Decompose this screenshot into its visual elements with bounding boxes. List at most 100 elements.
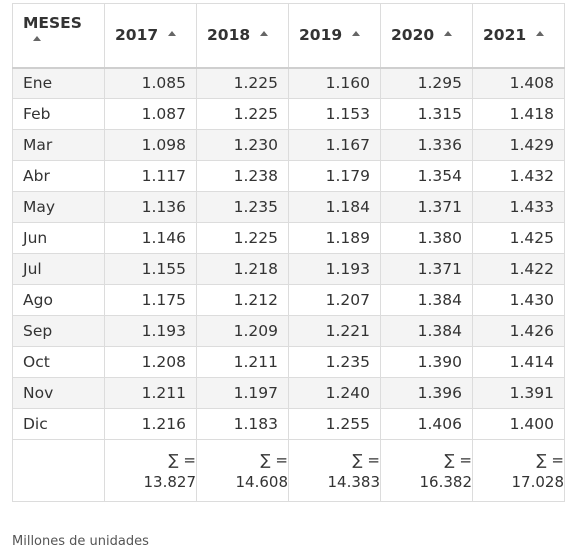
sum-symbol: ∑ = — [260, 450, 288, 469]
column-header-2021[interactable]: 2021 — [472, 3, 565, 69]
value-cell: 1.212 — [196, 284, 289, 316]
value-cell: 1.208 — [104, 346, 197, 378]
month-cell: May — [12, 191, 105, 223]
value-cell: 1.230 — [196, 129, 289, 161]
total-value: 13.827 — [143, 472, 197, 491]
sum-symbol: ∑ = — [168, 450, 196, 469]
totals-empty-cell — [12, 439, 105, 502]
value-cell: 1.371 — [380, 191, 473, 223]
total-cell-2021: ∑ = 17.028 — [472, 439, 565, 502]
sort-ascending-icon[interactable] — [536, 31, 545, 37]
value-cell: 1.418 — [472, 98, 565, 130]
column-header-label: 2018 — [207, 26, 251, 45]
value-cell: 1.207 — [288, 284, 381, 316]
table-row: Mar 1.098 1.230 1.167 1.336 1.429 — [12, 129, 565, 161]
value-cell: 1.371 — [380, 253, 473, 285]
value-cell: 1.235 — [196, 191, 289, 223]
value-cell: 1.167 — [288, 129, 381, 161]
value-cell: 1.422 — [472, 253, 565, 285]
value-cell: 1.153 — [288, 98, 381, 130]
value-cell: 1.406 — [380, 408, 473, 440]
month-cell: Abr — [12, 160, 105, 192]
value-cell: 1.425 — [472, 222, 565, 254]
sort-ascending-icon[interactable] — [168, 31, 177, 37]
value-cell: 1.160 — [288, 67, 381, 99]
table-row: May 1.136 1.235 1.184 1.371 1.433 — [12, 191, 565, 223]
total-value: 16.382 — [419, 472, 473, 491]
sort-ascending-icon[interactable] — [352, 31, 361, 37]
total-value: 17.028 — [511, 472, 565, 491]
sort-ascending-icon[interactable] — [444, 31, 453, 37]
value-cell: 1.390 — [380, 346, 473, 378]
value-cell: 1.193 — [104, 315, 197, 347]
value-cell: 1.432 — [472, 160, 565, 192]
units-note: Millones de unidades — [12, 534, 149, 549]
value-cell: 1.183 — [196, 408, 289, 440]
value-cell: 1.433 — [472, 191, 565, 223]
value-cell: 1.396 — [380, 377, 473, 409]
value-cell: 1.430 — [472, 284, 565, 316]
value-cell: 1.155 — [104, 253, 197, 285]
month-cell: Feb — [12, 98, 105, 130]
sum-symbol: ∑ = — [352, 450, 380, 469]
value-cell: 1.391 — [472, 377, 565, 409]
column-header-label: MESES — [23, 14, 82, 32]
value-cell: 1.189 — [288, 222, 381, 254]
column-header-label: 2019 — [299, 26, 343, 45]
table-row: Sep 1.193 1.209 1.221 1.384 1.426 — [12, 315, 565, 347]
value-cell: 1.221 — [288, 315, 381, 347]
value-cell: 1.117 — [104, 160, 197, 192]
column-header-label: 2017 — [115, 26, 159, 45]
value-cell: 1.315 — [380, 98, 473, 130]
value-cell: 1.429 — [472, 129, 565, 161]
table-row: Feb 1.087 1.225 1.153 1.315 1.418 — [12, 98, 565, 130]
total-cell-2020: ∑ = 16.382 — [380, 439, 473, 502]
month-cell: Dic — [12, 408, 105, 440]
table-row: Nov 1.211 1.197 1.240 1.396 1.391 — [12, 377, 565, 409]
value-cell: 1.184 — [288, 191, 381, 223]
table-row: Jun 1.146 1.225 1.189 1.380 1.425 — [12, 222, 565, 254]
column-header-months[interactable]: MESES — [12, 3, 105, 69]
value-cell: 1.426 — [472, 315, 565, 347]
value-cell: 1.336 — [380, 129, 473, 161]
total-cell-2019: ∑ = 14.383 — [288, 439, 381, 502]
value-cell: 1.235 — [288, 346, 381, 378]
month-cell: Ago — [12, 284, 105, 316]
month-cell: Mar — [12, 129, 105, 161]
monthly-units-table: MESES 2017 2018 2019 2020 2021 Ene 1.085… — [12, 3, 565, 502]
value-cell: 1.384 — [380, 284, 473, 316]
month-cell: Nov — [12, 377, 105, 409]
value-cell: 1.193 — [288, 253, 381, 285]
value-cell: 1.225 — [196, 222, 289, 254]
value-cell: 1.136 — [104, 191, 197, 223]
sort-ascending-icon[interactable] — [33, 36, 41, 41]
month-cell: Sep — [12, 315, 105, 347]
sort-ascending-icon[interactable] — [260, 31, 269, 37]
value-cell: 1.098 — [104, 129, 197, 161]
value-cell: 1.295 — [380, 67, 473, 99]
column-header-label: 2020 — [391, 26, 435, 45]
total-value: 14.608 — [235, 472, 289, 491]
value-cell: 1.175 — [104, 284, 197, 316]
table-row: Abr 1.117 1.238 1.179 1.354 1.432 — [12, 160, 565, 192]
sum-symbol: ∑ = — [444, 450, 472, 469]
month-cell: Jul — [12, 253, 105, 285]
month-cell: Ene — [12, 67, 105, 99]
total-cell-2017: ∑ = 13.827 — [104, 439, 197, 502]
value-cell: 1.218 — [196, 253, 289, 285]
total-value: 14.383 — [327, 472, 381, 491]
column-header-2019[interactable]: 2019 — [288, 3, 381, 69]
value-cell: 1.209 — [196, 315, 289, 347]
value-cell: 1.211 — [196, 346, 289, 378]
value-cell: 1.380 — [380, 222, 473, 254]
sum-symbol: ∑ = — [536, 450, 564, 469]
column-header-2020[interactable]: 2020 — [380, 3, 473, 69]
value-cell: 1.238 — [196, 160, 289, 192]
column-header-2018[interactable]: 2018 — [196, 3, 289, 69]
month-cell: Oct — [12, 346, 105, 378]
totals-row: ∑ = 13.827 ∑ = 14.608 ∑ = 14.383 ∑ = 16.382 … — [12, 439, 565, 502]
table-row: Ene 1.085 1.225 1.160 1.295 1.408 — [12, 67, 565, 99]
value-cell: 1.240 — [288, 377, 381, 409]
column-header-2017[interactable]: 2017 — [104, 3, 197, 69]
header-row: MESES 2017 2018 2019 2020 2021 — [12, 3, 565, 69]
